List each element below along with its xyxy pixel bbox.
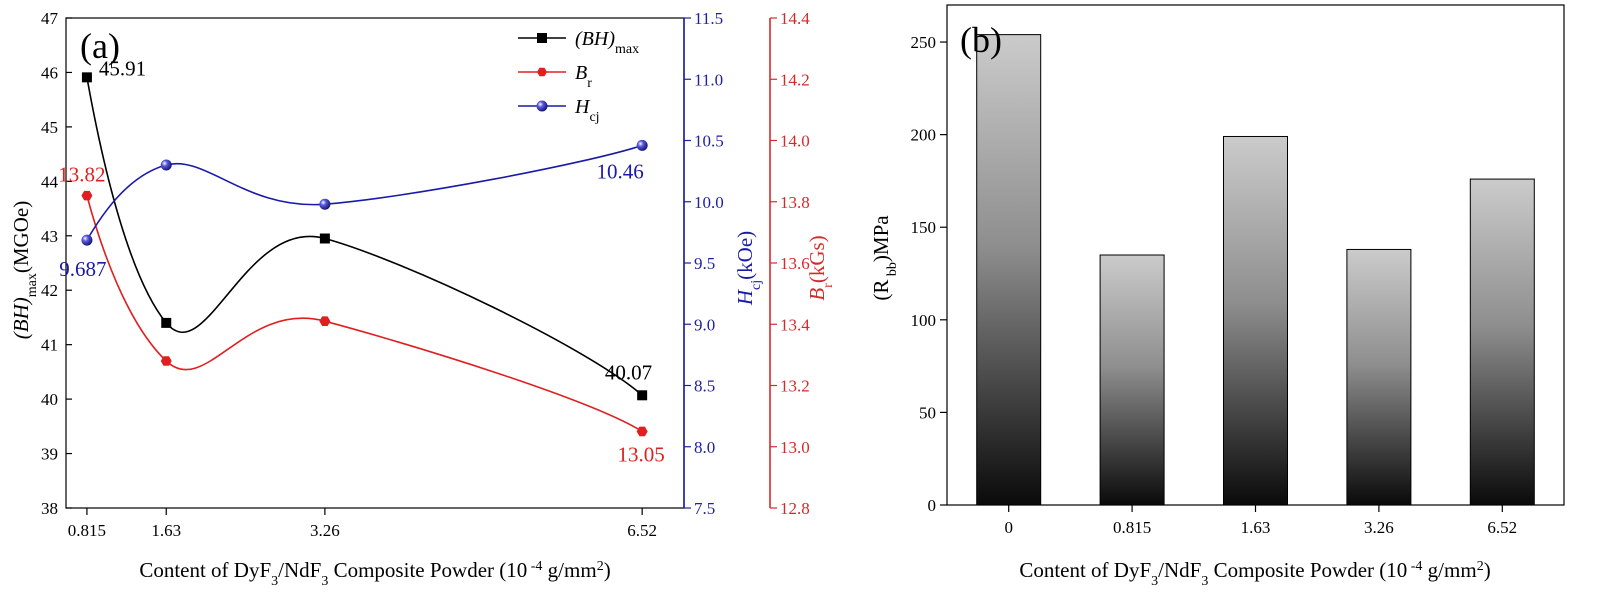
br-axis-tick-label: 14.4 — [780, 9, 810, 28]
plot-frame-a — [65, 17, 685, 509]
br-axis-tick-label: 13.0 — [780, 438, 810, 457]
series-point-br — [319, 316, 331, 326]
svg-text:Br: Br — [575, 62, 592, 91]
br-axis-title: Br(kGs) — [805, 235, 836, 300]
br-axis-tick-label: 13.4 — [780, 315, 810, 334]
hcj-axis-tick-label: 9.5 — [694, 254, 715, 273]
hcj-axis-tick-label: 9.0 — [694, 315, 715, 334]
series-point-hcj — [636, 139, 648, 151]
br-y-axis: 12.8 13.0 13.2 13.4 13.6 13.8 14.0 14.2 14.4 — [769, 9, 810, 518]
hcj-axis-tick-label: 7.5 — [694, 499, 715, 518]
bars-group-b — [976, 34, 1535, 506]
svg-text:Hcj: Hcj — [574, 96, 600, 125]
left-axis-tick-label: 40 — [41, 390, 58, 409]
br-axis-tick-label: 14.0 — [780, 132, 810, 151]
left-axis-tick-label: 42 — [41, 281, 58, 300]
panel-b: 0 50 100 150 200 250 0 0.815 1.63 3.26 6.52 (b) (… — [869, 4, 1565, 589]
x-axis-tick-label: 0.815 — [68, 521, 106, 540]
left-axis-tick-label: 47 — [41, 9, 59, 28]
x-axis-a: 0.815 1.63 3.26 6.52 — [68, 508, 657, 540]
series-group-a — [81, 72, 648, 437]
hcj-axis-tick-label: 10.0 — [694, 193, 724, 212]
y-axis-tick-label: 200 — [911, 126, 937, 145]
left-axis-tick-label: 38 — [41, 499, 58, 518]
y-axis-tick-label: 150 — [911, 218, 937, 237]
bar — [1346, 248, 1412, 506]
bar — [976, 34, 1042, 506]
hcj-axis-tick-label: 11.0 — [694, 70, 723, 89]
series-point-br — [81, 190, 93, 201]
br-axis-tick-label: 13.8 — [780, 193, 810, 212]
left-axis-tick-label: 39 — [41, 445, 58, 464]
hcj-axis-title: Hcj(kOe) — [733, 231, 764, 306]
data-label: 13.82 — [58, 163, 105, 187]
y-axis-title-b: (R bb)MPa — [869, 215, 900, 301]
br-axis-tick-label: 14.2 — [780, 70, 810, 89]
legend-item-bhmax: (BH)max — [518, 28, 639, 57]
x-axis-tick-label: 0 — [1004, 518, 1013, 537]
x-axis-tick-label: 3.26 — [1364, 518, 1394, 537]
panel-label-a: (a) — [80, 26, 120, 66]
legend-item-hcj: Hcj — [518, 96, 600, 125]
y-axis-tick-label: 50 — [919, 403, 936, 422]
y-axis-tick-label: 100 — [911, 311, 937, 330]
left-y-axis: 38 39 40 41 42 43 44 45 46 47 — [41, 9, 72, 518]
hcj-axis-tick-label: 8.0 — [694, 438, 715, 457]
annotations-a: 45.91 40.07 13.82 13.05 9.687 10.46 — [58, 56, 664, 466]
hcj-axis-tick-label: 10.5 — [694, 132, 724, 151]
series-point-bhmax — [319, 233, 330, 244]
series-point-bhmax — [637, 390, 648, 401]
y-axis-tick-label: 0 — [928, 496, 937, 515]
series-point-br — [160, 356, 172, 366]
x-axis-title-b: Content of DyF3/NdF3 Composite Powder (1… — [1019, 558, 1490, 589]
left-axis-tick-label: 44 — [41, 172, 59, 191]
x-axis-tick-label: 1.63 — [151, 521, 181, 540]
series-point-hcj — [319, 198, 331, 210]
left-axis-tick-label: 43 — [41, 227, 58, 246]
data-label: 10.46 — [597, 159, 644, 183]
y-axis-tick-label: 250 — [911, 33, 937, 52]
series-point-bhmax — [81, 72, 92, 83]
x-axis-b: 0 0.815 1.63 3.26 6.52 — [1004, 505, 1517, 537]
bar — [1469, 178, 1535, 506]
series-point-bhmax — [161, 317, 172, 328]
x-axis-tick-label: 6.52 — [1487, 518, 1517, 537]
hcj-axis-tick-label: 8.5 — [694, 377, 715, 396]
series-point-hcj — [160, 159, 172, 171]
left-axis-tick-label: 45 — [41, 118, 58, 137]
data-label: 13.05 — [618, 442, 665, 466]
x-axis-tick-label: 1.63 — [1241, 518, 1271, 537]
left-axis-title: (BH)max(MGOe) — [9, 201, 40, 339]
x-axis-title-a: Content of DyF3/NdF3 Composite Powder (1… — [139, 558, 610, 589]
left-axis-tick-label: 46 — [41, 63, 58, 82]
x-axis-tick-label: 6.52 — [627, 521, 657, 540]
panel-label-b: (b) — [960, 20, 1002, 60]
br-axis-tick-label: 13.6 — [780, 254, 810, 273]
series-point-hcj — [81, 234, 93, 246]
br-axis-tick-label: 12.8 — [780, 499, 810, 518]
svg-text:(BH)max: (BH)max — [575, 28, 639, 57]
left-axis-tick-label: 41 — [41, 336, 58, 355]
data-label: 9.687 — [59, 257, 106, 281]
series-line-1 — [86, 195, 643, 433]
hcj-y-axis: 7.5 8.0 8.5 9.0 9.5 10.0 10.5 11.0 11.5 — [683, 9, 724, 518]
hcj-axis-tick-label: 11.5 — [694, 9, 723, 28]
x-axis-tick-label: 3.26 — [310, 521, 340, 540]
series-point-br — [636, 426, 648, 437]
bar — [1223, 135, 1288, 506]
br-axis-tick-label: 13.2 — [780, 377, 810, 396]
series-line-0 — [86, 77, 643, 396]
y-axis-b: 0 50 100 150 200 250 — [911, 33, 947, 515]
bar — [1099, 254, 1165, 506]
x-axis-tick-label: 0.815 — [1113, 518, 1151, 537]
data-label: 40.07 — [605, 360, 652, 384]
data-label: 45.91 — [99, 56, 146, 80]
panel-a: 38 39 40 41 42 43 44 45 46 47 7.5 8.0 8.5 9.0 9.5 10.0… — [9, 9, 836, 589]
legend-a: (BH)max Br Hcj — [518, 28, 639, 125]
series-line-2 — [86, 144, 643, 241]
legend-item-br: Br — [518, 62, 592, 91]
